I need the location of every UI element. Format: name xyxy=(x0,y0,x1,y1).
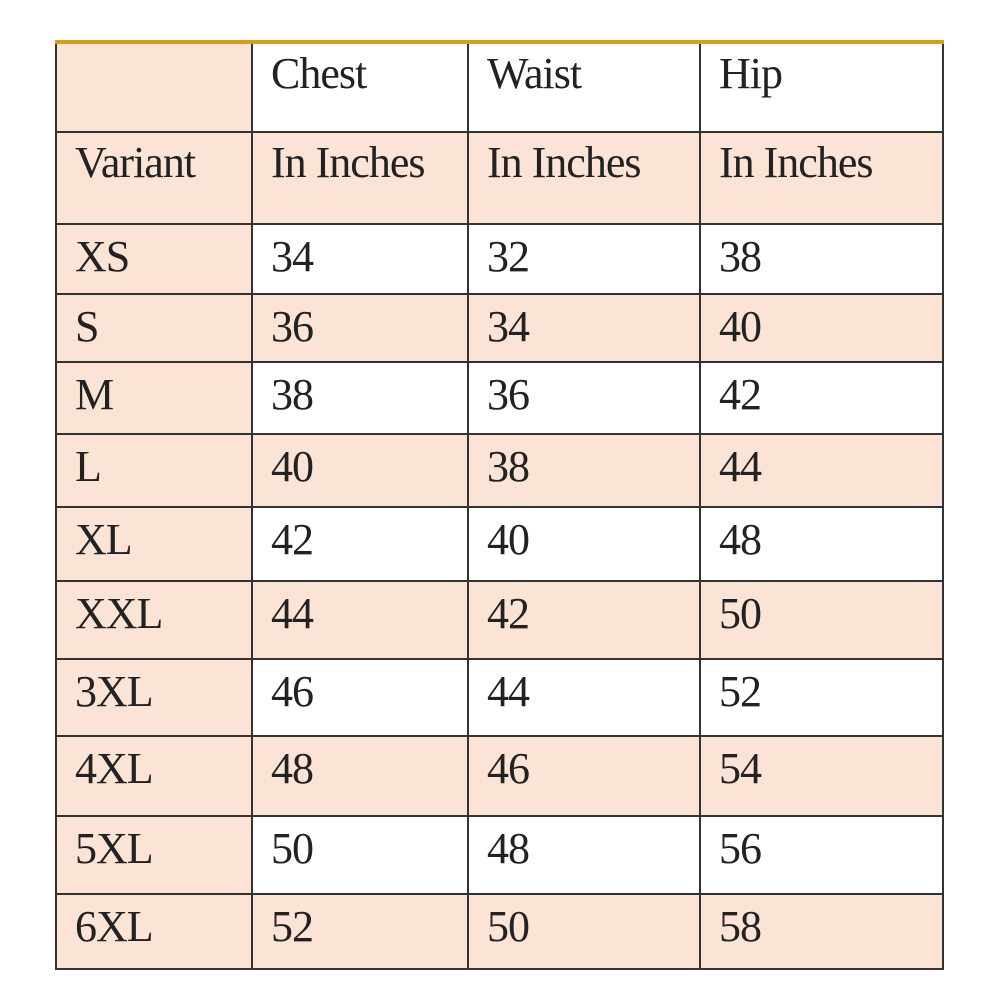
variant-cell: L xyxy=(55,433,253,508)
hip-cell: 50 xyxy=(699,580,944,660)
waist-cell: 36 xyxy=(467,361,701,435)
header-cell-unit: In Inches xyxy=(467,131,701,225)
variant-cell: 3XL xyxy=(55,658,253,737)
variant-cell: M xyxy=(55,361,253,435)
chest-cell: 34 xyxy=(251,223,469,295)
header-cell-chest: Chest xyxy=(251,41,469,133)
hip-cell: 54 xyxy=(699,735,944,817)
chest-cell: 40 xyxy=(251,433,469,508)
table-row: 5XL 50 48 56 xyxy=(55,815,944,895)
chest-cell: 52 xyxy=(251,893,469,970)
table-row: XXL 44 42 50 xyxy=(55,580,944,660)
hip-cell: 56 xyxy=(699,815,944,895)
waist-cell: 50 xyxy=(467,893,701,970)
waist-cell: 44 xyxy=(467,658,701,737)
table-row: 6XL 52 50 58 xyxy=(55,893,944,970)
table-row: L 40 38 44 xyxy=(55,433,944,508)
hip-cell: 40 xyxy=(699,293,944,363)
chest-cell: 50 xyxy=(251,815,469,895)
waist-cell: 46 xyxy=(467,735,701,817)
chest-cell: 46 xyxy=(251,658,469,737)
table-row: XS 34 32 38 xyxy=(55,223,944,295)
hip-cell: 52 xyxy=(699,658,944,737)
waist-cell: 32 xyxy=(467,223,701,295)
table-row: S 36 34 40 xyxy=(55,293,944,363)
waist-cell: 40 xyxy=(467,506,701,582)
waist-cell: 42 xyxy=(467,580,701,660)
chest-cell: 42 xyxy=(251,506,469,582)
variant-cell: 5XL xyxy=(55,815,253,895)
chest-cell: 44 xyxy=(251,580,469,660)
variant-cell: XXL xyxy=(55,580,253,660)
hip-cell: 58 xyxy=(699,893,944,970)
waist-cell: 48 xyxy=(467,815,701,895)
header-row-units: Variant In Inches In Inches In Inches xyxy=(55,131,944,225)
header-cell-hip: Hip xyxy=(699,41,944,133)
variant-cell: XL xyxy=(55,506,253,582)
size-chart-table: Chest Waist Hip Variant In Inches In Inc… xyxy=(55,40,944,970)
variant-cell: 6XL xyxy=(55,893,253,970)
hip-cell: 44 xyxy=(699,433,944,508)
variant-cell: 4XL xyxy=(55,735,253,817)
header-cell-unit: In Inches xyxy=(251,131,469,225)
table-row: 4XL 48 46 54 xyxy=(55,735,944,817)
header-cell-unit: In Inches xyxy=(699,131,944,225)
hip-cell: 42 xyxy=(699,361,944,435)
header-row-measure: Chest Waist Hip xyxy=(55,41,944,133)
waist-cell: 34 xyxy=(467,293,701,363)
chest-cell: 38 xyxy=(251,361,469,435)
table-row: XL 42 40 48 xyxy=(55,506,944,582)
header-cell xyxy=(55,41,253,133)
chest-cell: 36 xyxy=(251,293,469,363)
waist-cell: 38 xyxy=(467,433,701,508)
variant-cell: S xyxy=(55,293,253,363)
chest-cell: 48 xyxy=(251,735,469,817)
variant-cell: XS xyxy=(55,223,253,295)
table-row: 3XL 46 44 52 xyxy=(55,658,944,737)
header-cell-variant: Variant xyxy=(55,131,253,225)
table-row: M 38 36 42 xyxy=(55,361,944,435)
hip-cell: 38 xyxy=(699,223,944,295)
header-cell-waist: Waist xyxy=(467,41,701,133)
hip-cell: 48 xyxy=(699,506,944,582)
